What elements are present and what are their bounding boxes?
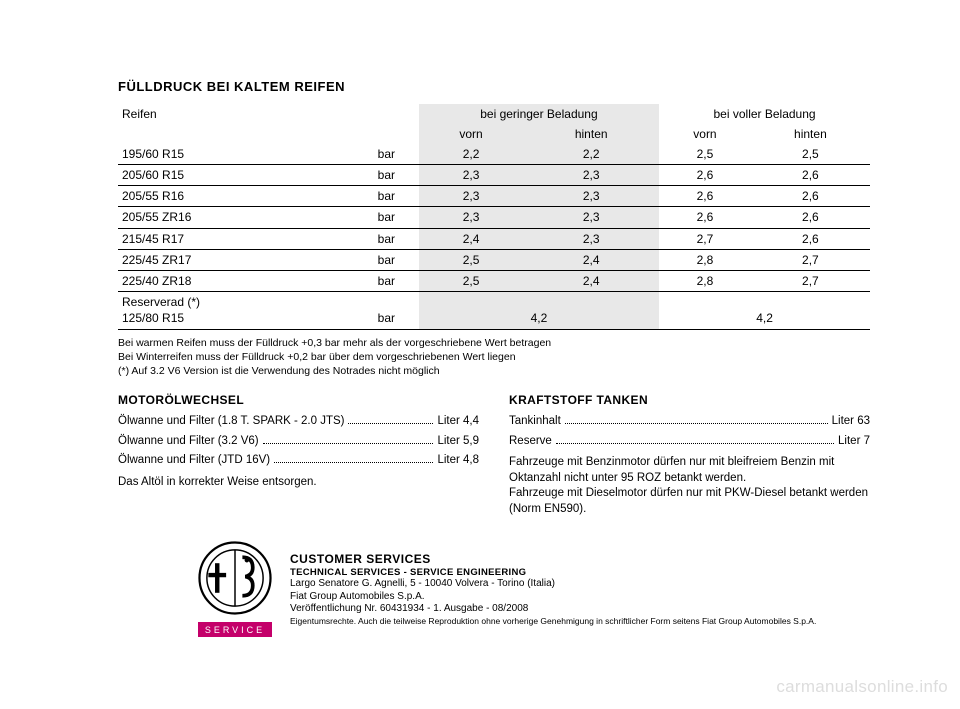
tire-val: 2,4 <box>523 249 659 270</box>
tire-val: 2,6 <box>751 165 870 186</box>
oil-line: Ölwanne und Filter (1.8 T. SPARK - 2.0 J… <box>118 414 479 430</box>
oil-label: Ölwanne und Filter (3.2 V6) <box>118 434 259 450</box>
spare-spec: 125/80 R15 <box>122 311 184 325</box>
tire-val: 2,3 <box>523 186 659 207</box>
tire-val: 2,3 <box>419 207 524 228</box>
logo-wrap: SERVICE <box>198 541 272 636</box>
alfa-logo-icon <box>198 541 272 615</box>
footer-text: CUSTOMER SERVICES TECHNICAL SERVICES - S… <box>290 552 816 627</box>
tire-val: 2,5 <box>659 144 751 165</box>
tire-val: 2,7 <box>659 228 751 249</box>
tire-val: 2,6 <box>751 207 870 228</box>
tire-spec: 195/60 R15 <box>118 144 374 165</box>
tire-val: 2,2 <box>419 144 524 165</box>
tire-spec: 205/60 R15 <box>118 165 374 186</box>
tire-val: 2,3 <box>523 165 659 186</box>
fuel-label: Tankinhalt <box>509 414 561 430</box>
tire-spec: 205/55 R16 <box>118 186 374 207</box>
service-label: SERVICE <box>198 622 272 637</box>
footer-cs: CUSTOMER SERVICES <box>290 552 816 567</box>
unit: bar <box>374 165 419 186</box>
oil-val: Liter 4,4 <box>437 414 479 430</box>
tire-val: 2,2 <box>523 144 659 165</box>
col-header-reifen: Reifen <box>118 104 374 144</box>
tire-val: 2,5 <box>419 249 524 270</box>
tire-val: 2,6 <box>751 228 870 249</box>
tire-spec: 215/45 R17 <box>118 228 374 249</box>
tire-val: 2,8 <box>659 249 751 270</box>
spare-label: Reserverad (*) 125/80 R15 <box>118 292 374 329</box>
col-header-vorn: vorn <box>419 124 524 144</box>
footnote-line: Bei Winterreifen muss der Fülldruck +0,2… <box>118 350 870 364</box>
footnote-line: Bei warmen Reifen muss der Fülldruck +0,… <box>118 336 870 350</box>
unit: bar <box>374 186 419 207</box>
footer-addr: Fiat Group Automobiles S.p.A. <box>290 591 816 604</box>
oil-label: Ölwanne und Filter (JTD 16V) <box>118 453 270 469</box>
tire-val: 2,3 <box>523 228 659 249</box>
oil-label: Ölwanne und Filter (1.8 T. SPARK - 2.0 J… <box>118 414 344 430</box>
fuel-heading: KRAFTSTOFF TANKEN <box>509 392 870 408</box>
unit: bar <box>374 228 419 249</box>
oil-section: MOTORÖLWECHSEL Ölwanne und Filter (1.8 T… <box>118 392 479 517</box>
tire-val: 2,3 <box>523 207 659 228</box>
tire-spec: 225/45 ZR17 <box>118 249 374 270</box>
oil-val: Liter 5,9 <box>437 434 479 450</box>
col-header-gering: bei geringer Beladung <box>419 104 659 124</box>
tire-val: 2,8 <box>659 271 751 292</box>
tire-val: 2,7 <box>751 271 870 292</box>
fuel-label: Reserve <box>509 434 552 450</box>
tire-val: 2,6 <box>659 186 751 207</box>
oil-note: Das Altöl in korrekter Weise entsorgen. <box>118 475 479 491</box>
watermark: carmanualsonline.info <box>776 676 948 699</box>
unit: bar <box>374 271 419 292</box>
unit: bar <box>374 144 419 165</box>
tire-val: 2,3 <box>419 186 524 207</box>
spare-title: Reserverad (*) <box>122 295 200 309</box>
footer-rights: Eigentumsrechte. Auch die teilweise Repr… <box>290 616 816 627</box>
fuel-note: Fahrzeuge mit Benzinmotor dürfen nur mit… <box>509 455 870 517</box>
footer: SERVICE CUSTOMER SERVICES TECHNICAL SERV… <box>198 541 870 636</box>
tire-val: 2,6 <box>751 186 870 207</box>
footer-addr: Largo Senatore G. Agnelli, 5 - 10040 Vol… <box>290 578 816 591</box>
fuel-section: KRAFTSTOFF TANKEN Tankinhalt Liter 63 Res… <box>509 392 870 517</box>
fuel-line: Reserve Liter 7 <box>509 434 870 450</box>
tire-val: 2,6 <box>659 165 751 186</box>
tire-pressure-table: Reifen bei geringer Beladung bei voller … <box>118 104 870 330</box>
footnotes: Bei warmen Reifen muss der Fülldruck +0,… <box>118 336 870 379</box>
tire-val: 2,6 <box>659 207 751 228</box>
footer-ts: TECHNICAL SERVICES - SERVICE ENGINEERING <box>290 567 816 579</box>
oil-line: Ölwanne und Filter (3.2 V6) Liter 5,9 <box>118 434 479 450</box>
spare-val: 4,2 <box>659 292 870 329</box>
oil-val: Liter 4,8 <box>437 453 479 469</box>
tire-val: 2,5 <box>751 144 870 165</box>
tire-val: 2,3 <box>419 165 524 186</box>
tire-val: 2,4 <box>419 228 524 249</box>
footer-pub: Veröffentlichung Nr. 60431934 - 1. Ausga… <box>290 603 816 616</box>
unit: bar <box>374 207 419 228</box>
tire-spec: 225/40 ZR18 <box>118 271 374 292</box>
spare-val: 4,2 <box>419 292 659 329</box>
tire-val: 2,4 <box>523 271 659 292</box>
oil-line: Ölwanne und Filter (JTD 16V) Liter 4,8 <box>118 453 479 469</box>
page-title: FÜLLDRUCK BEI KALTEM REIFEN <box>118 78 870 96</box>
tire-val: 2,5 <box>419 271 524 292</box>
col-header-voll: bei voller Beladung <box>659 104 870 124</box>
fuel-val: Liter 63 <box>832 414 870 430</box>
col-header-hinten: hinten <box>751 124 870 144</box>
unit: bar <box>374 249 419 270</box>
footnote-line: (*) Auf 3.2 V6 Version ist die Verwendun… <box>118 364 870 378</box>
oil-heading: MOTORÖLWECHSEL <box>118 392 479 408</box>
tire-spec: 205/55 ZR16 <box>118 207 374 228</box>
fuel-line: Tankinhalt Liter 63 <box>509 414 870 430</box>
tire-val: 2,7 <box>751 249 870 270</box>
unit: bar <box>374 292 419 329</box>
col-header-hinten: hinten <box>523 124 659 144</box>
fuel-val: Liter 7 <box>838 434 870 450</box>
col-header-vorn: vorn <box>659 124 751 144</box>
